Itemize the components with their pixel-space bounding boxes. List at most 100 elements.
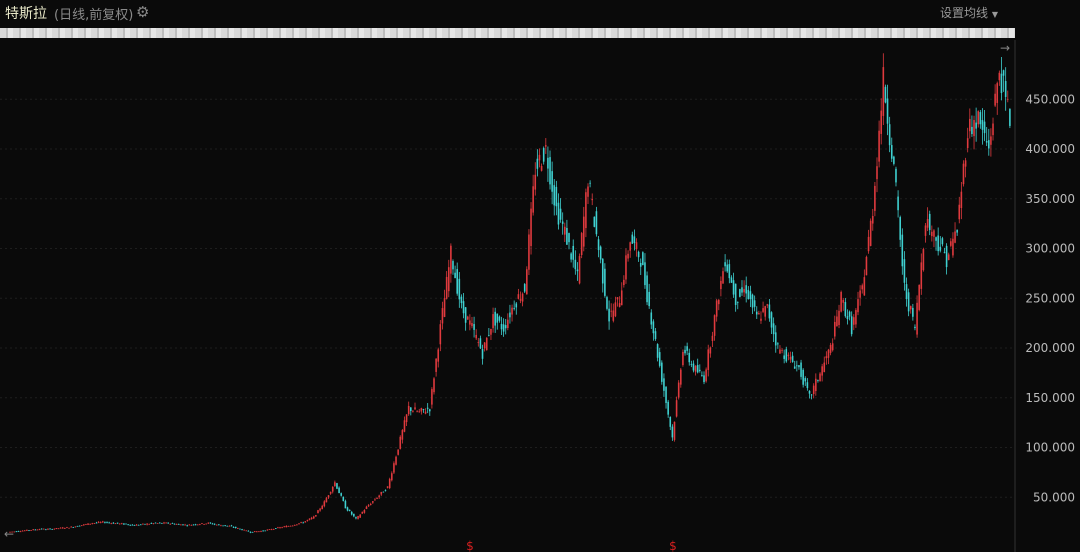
candle-body [709,347,712,354]
candle-body [353,513,355,517]
candle-body [905,284,908,300]
candle-body [184,524,186,526]
candle-body [401,430,404,440]
chart-subtitle: (日线,前复权) [54,8,134,23]
candle-body [251,531,254,533]
candle-body [91,523,94,525]
candle-body [500,323,503,330]
candle-body [441,308,444,324]
candle-body [985,141,988,143]
candle-body [534,174,537,190]
candle-body [416,411,418,413]
candle-body [26,529,28,531]
candle-body [334,482,336,487]
candle-body [591,198,594,201]
candle-body [855,310,857,325]
candle-body [116,522,119,524]
candle-body [977,111,980,125]
candle-body [144,523,146,525]
candle-body [614,302,617,317]
candle-body [935,237,937,241]
candle-body [722,271,724,284]
candle-body [479,338,482,349]
candle-body [418,411,421,413]
candle-body [589,182,591,184]
candle-body [57,528,60,530]
candle-body [433,378,435,393]
ma-button-label: 设置均线 [940,6,989,20]
candle-body [903,259,906,283]
candle-body [755,311,758,315]
candle-body [642,252,644,266]
candle-body [283,526,286,528]
candle-body [950,241,952,246]
candle-body [298,523,300,525]
candle-body [285,525,288,528]
candle-body [277,527,279,529]
candle-body [192,524,195,526]
candle-body [781,349,783,351]
indicator-strip [0,28,1015,38]
candle-body [150,523,153,524]
candle-body [633,236,636,244]
candle-body [391,473,393,481]
candle-body [121,523,123,525]
candle-body [612,310,615,321]
candle-body [585,192,587,229]
candle-body [369,504,372,506]
candle-body [880,110,883,134]
candle-body [800,362,802,377]
set-moving-average-button[interactable]: 设置均线 ▼ [940,4,998,21]
candle-body [937,235,939,252]
candle-body [23,530,26,532]
candle-body [789,356,792,360]
candle-body [994,93,996,106]
candle-body [215,524,218,526]
candle-body [74,526,77,528]
candle-body [308,518,311,520]
gear-icon[interactable]: ⚙ [136,3,150,21]
candle-body [97,521,100,523]
candle-body [711,335,714,341]
candle-body [791,355,794,363]
candle-body [684,349,686,354]
candle-body [515,303,518,308]
candle-body [696,364,699,373]
candle-body [447,267,450,292]
candle-body [405,414,408,423]
candle-body [188,524,191,526]
candle-body [205,523,207,525]
candle-body [397,449,399,455]
candle-body [878,130,880,162]
candle-body [895,168,897,183]
candle-body [817,380,819,381]
candle-body [825,356,828,359]
candle-body [979,112,982,125]
candle-body [796,365,798,367]
candle-body [568,233,570,243]
candle-body [485,337,488,351]
candle-body [680,369,682,385]
candle-body [431,389,433,405]
candle-body [992,123,994,136]
candle-body [32,529,35,531]
candle-body [262,530,264,532]
candle-body [545,145,547,147]
candle-body [466,316,469,320]
candle-body [526,269,528,295]
candle-body [559,208,562,220]
candle-body [272,528,275,530]
candle-body [376,497,378,499]
candle-body [201,523,203,524]
candle-body [80,525,83,527]
candle-body [599,246,602,260]
candle-body [943,252,946,254]
candle-body [1009,108,1011,126]
candle-body [249,531,252,533]
candle-body [549,157,551,185]
candle-body [363,510,366,513]
candle-body [886,98,889,124]
candle-body [315,515,317,517]
candle-body [540,166,543,171]
